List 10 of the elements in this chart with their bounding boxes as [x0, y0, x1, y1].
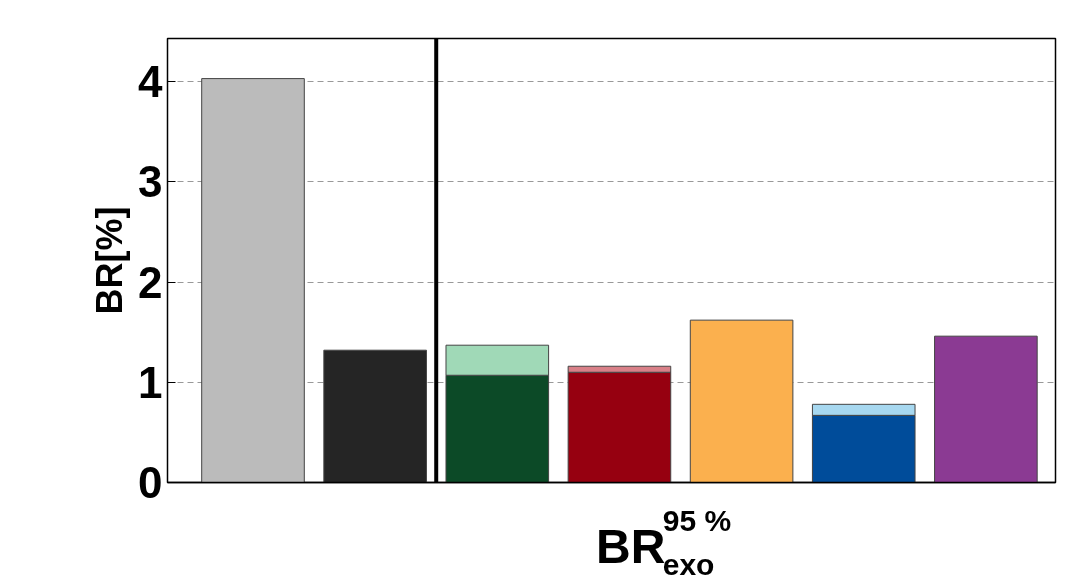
bar	[201, 78, 305, 483]
y-tick-label: 1	[138, 357, 163, 407]
y-tick-label: 3	[138, 157, 163, 207]
y-tick-label: 2	[138, 257, 163, 307]
bar	[323, 349, 427, 483]
y-tick-label: 4	[138, 57, 164, 107]
bar	[934, 335, 1038, 483]
y-tick-label: 0	[138, 458, 163, 507]
bar	[689, 319, 794, 483]
y-axis-title: BR[%]	[89, 206, 131, 315]
